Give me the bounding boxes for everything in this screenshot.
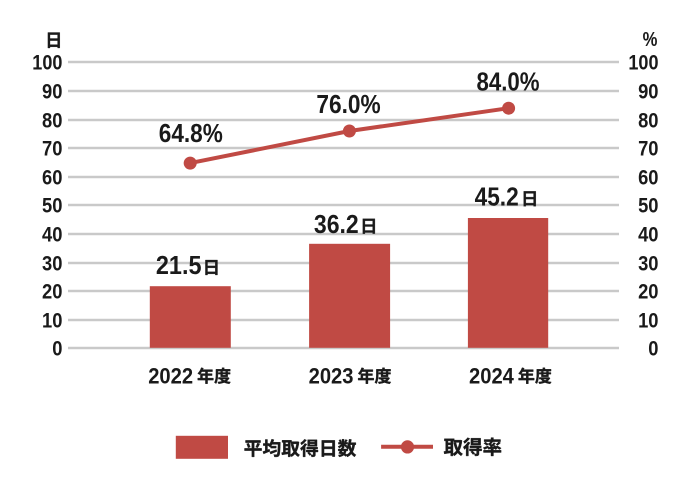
svg-text:40: 40 bbox=[42, 224, 62, 247]
svg-text:10: 10 bbox=[638, 310, 658, 333]
svg-text:0: 0 bbox=[648, 338, 658, 361]
svg-text:80: 80 bbox=[638, 110, 658, 133]
svg-text:20: 20 bbox=[42, 281, 62, 304]
svg-text:84.0%: 84.0% bbox=[476, 66, 539, 96]
svg-text:%: % bbox=[643, 29, 658, 51]
svg-text:80: 80 bbox=[42, 110, 62, 133]
svg-text:36.2: 36.2 bbox=[314, 209, 359, 239]
svg-text:10: 10 bbox=[42, 310, 62, 333]
svg-text:90: 90 bbox=[42, 81, 62, 104]
svg-text:2024: 2024 bbox=[469, 363, 515, 388]
svg-text:20: 20 bbox=[638, 281, 658, 304]
svg-text:2022: 2022 bbox=[148, 363, 193, 388]
svg-text:50: 50 bbox=[42, 195, 62, 218]
svg-text:60: 60 bbox=[42, 167, 62, 190]
svg-text:30: 30 bbox=[42, 253, 62, 276]
svg-text:100: 100 bbox=[628, 52, 658, 75]
svg-text:90: 90 bbox=[638, 81, 658, 104]
svg-text:100: 100 bbox=[32, 52, 62, 75]
svg-text:21.5: 21.5 bbox=[156, 250, 202, 280]
svg-text:64.8%: 64.8% bbox=[159, 118, 223, 148]
svg-text:60: 60 bbox=[638, 167, 658, 190]
svg-text:50: 50 bbox=[638, 195, 658, 218]
svg-text:40: 40 bbox=[638, 224, 658, 247]
svg-text:76.0%: 76.0% bbox=[316, 89, 380, 119]
svg-text:45.2: 45.2 bbox=[475, 182, 519, 212]
svg-text:0: 0 bbox=[52, 338, 62, 361]
svg-text:70: 70 bbox=[638, 138, 658, 161]
svg-text:30: 30 bbox=[638, 253, 658, 276]
svg-text:2023: 2023 bbox=[309, 363, 354, 388]
svg-text:70: 70 bbox=[42, 138, 62, 161]
